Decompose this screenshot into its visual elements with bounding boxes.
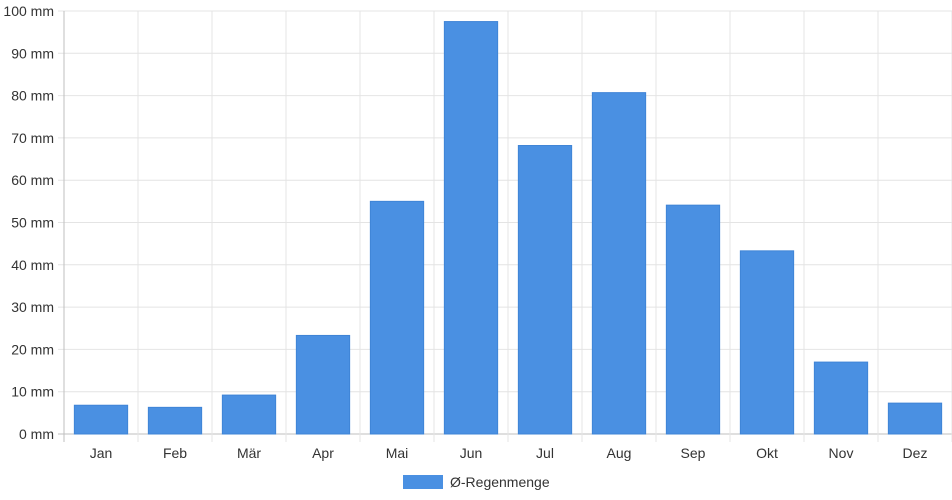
- y-tick-label: 50 mm: [11, 215, 54, 231]
- y-tick-label: 100 mm: [3, 3, 54, 19]
- bar-jun[interactable]: [443, 21, 499, 435]
- bar-feb[interactable]: [147, 406, 203, 435]
- y-tick-label: 90 mm: [11, 45, 54, 61]
- x-tick-label: Feb: [163, 445, 187, 461]
- x-tick-label: Jan: [90, 445, 113, 461]
- bar-aug[interactable]: [591, 92, 647, 435]
- x-tick-label: Apr: [312, 445, 334, 461]
- bar-mai[interactable]: [369, 200, 425, 435]
- x-tick-label: Aug: [607, 445, 632, 461]
- y-tick-label: 60 mm: [11, 172, 54, 188]
- x-tick-label: Nov: [829, 445, 854, 461]
- legend-label[interactable]: Ø-Regenmenge: [450, 474, 550, 490]
- x-tick-label: Mai: [386, 445, 409, 461]
- y-tick-label: 70 mm: [11, 130, 54, 146]
- bar-sep[interactable]: [665, 204, 721, 435]
- bar-dez[interactable]: [887, 402, 943, 435]
- bar-jul[interactable]: [517, 145, 573, 435]
- y-tick-label: 0 mm: [19, 426, 54, 442]
- bar-okt[interactable]: [739, 250, 795, 435]
- bar-series: [73, 21, 943, 435]
- bar-mär[interactable]: [221, 394, 277, 435]
- x-tick-label: Dez: [903, 445, 928, 461]
- y-tick-label: 30 mm: [11, 299, 54, 315]
- legend-swatch[interactable]: [403, 475, 443, 489]
- y-tick-label: 40 mm: [11, 257, 54, 273]
- y-tick-label: 10 mm: [11, 384, 54, 400]
- x-tick-label: Mär: [237, 445, 261, 461]
- bar-jan[interactable]: [73, 404, 129, 435]
- bar-nov[interactable]: [813, 361, 869, 435]
- legend[interactable]: Ø-Regenmenge: [403, 474, 550, 490]
- x-tick-label: Jul: [536, 445, 554, 461]
- y-tick-label: 80 mm: [11, 88, 54, 104]
- grid-lines: [58, 10, 952, 442]
- x-tick-label: Sep: [681, 445, 706, 461]
- x-tick-label: Okt: [756, 445, 778, 461]
- axes: 0 mm 10 mm 20 mm 30 mm 40 mm 50 mm 60 mm 70 mm 8…: [3, 3, 927, 461]
- y-tick-label: 20 mm: [11, 341, 54, 357]
- x-tick-label: Jun: [460, 445, 483, 461]
- bar-apr[interactable]: [295, 334, 351, 435]
